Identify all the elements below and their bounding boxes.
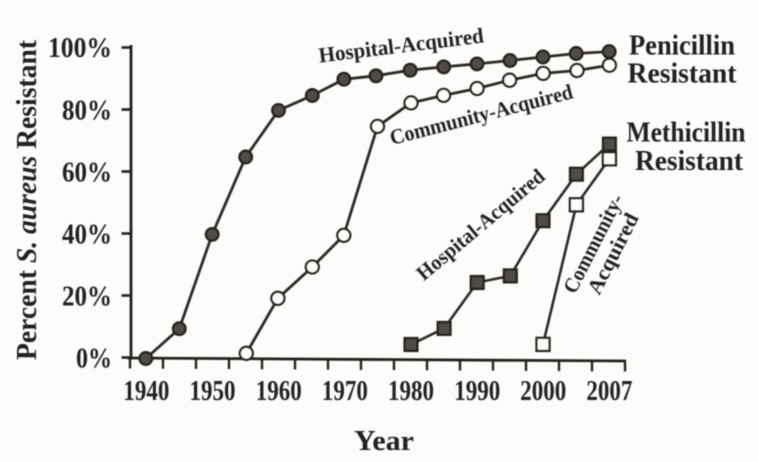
svg-text:1990: 1990 <box>454 375 500 407</box>
svg-text:60%: 60% <box>62 156 112 188</box>
svg-text:1950: 1950 <box>190 375 236 407</box>
svg-text:80%: 80% <box>62 94 112 126</box>
svg-text:Penicillin: Penicillin <box>629 31 735 62</box>
svg-text:Methicillin: Methicillin <box>627 118 746 149</box>
svg-text:100%: 100% <box>48 32 112 64</box>
svg-text:Year: Year <box>354 425 414 457</box>
svg-text:1960: 1960 <box>256 375 302 407</box>
svg-text:0%: 0% <box>76 342 112 374</box>
svg-text:Percent S. aureus Resistant: Percent S. aureus Resistant <box>11 40 43 360</box>
svg-text:40%: 40% <box>62 218 112 250</box>
svg-text:Resistant: Resistant <box>628 59 738 90</box>
svg-text:Resistant: Resistant <box>635 146 744 177</box>
svg-text:1980: 1980 <box>388 375 434 407</box>
svg-text:2000: 2000 <box>520 375 566 407</box>
svg-text:1970: 1970 <box>322 375 368 407</box>
svg-text:2007: 2007 <box>586 375 632 407</box>
svg-text:1940: 1940 <box>123 375 169 407</box>
svg-text:20%: 20% <box>62 280 112 312</box>
